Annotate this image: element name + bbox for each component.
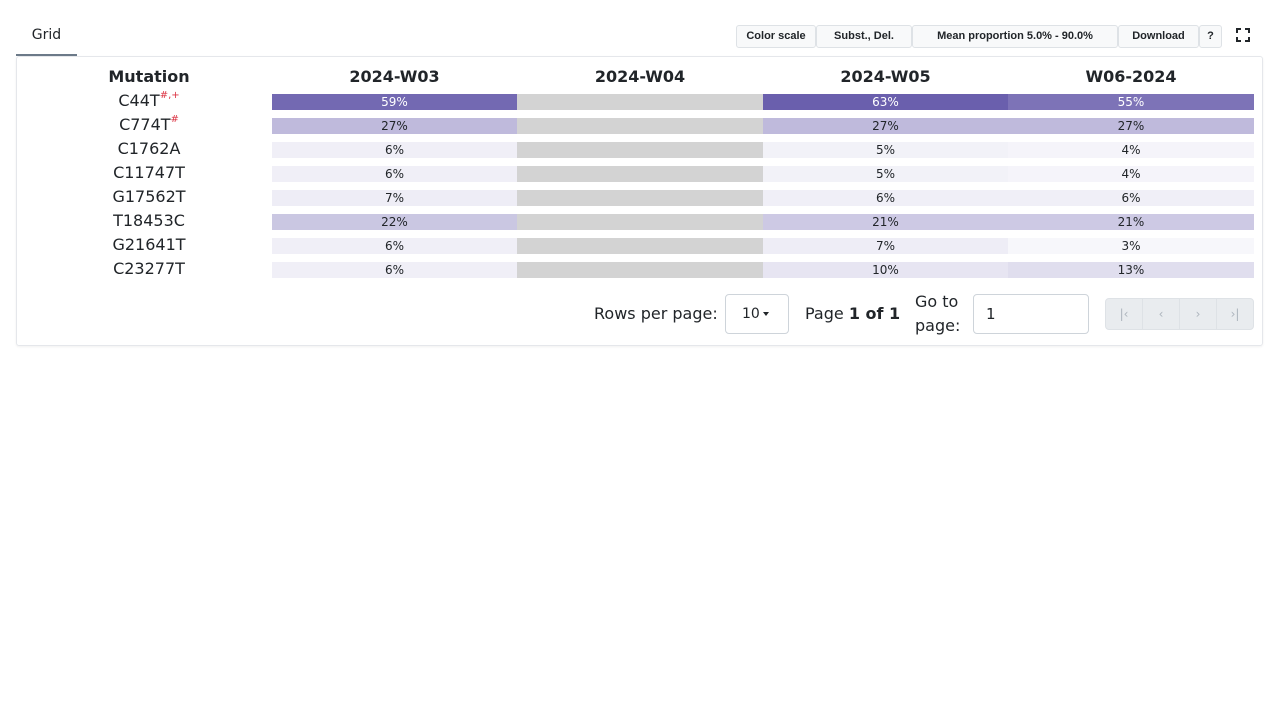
grid-panel [16, 56, 1263, 346]
chevron-down-icon [762, 312, 769, 316]
rows-per-page-select[interactable]: 10 [725, 294, 789, 334]
goto-page-label: Go to page: [915, 292, 961, 335]
page-current: 1 of 1 [848, 304, 901, 323]
mutation-name: C23277T [113, 259, 185, 278]
mutation-name: C774T [119, 115, 171, 134]
page-prefix: Page [805, 304, 844, 323]
proportion-cell[interactable]: 10% [763, 262, 1008, 278]
proportion-cell[interactable]: 6% [272, 142, 517, 158]
proportion-cell[interactable] [517, 142, 763, 158]
proportion-cell[interactable]: 4% [1008, 166, 1254, 182]
previous-page-icon[interactable]: ‹ [1143, 299, 1180, 329]
proportion-cell[interactable]: 27% [272, 118, 517, 134]
mutation-name: G21641T [112, 235, 186, 254]
mutation-name: C11747T [113, 163, 185, 182]
proportion-cell[interactable]: 6% [272, 166, 517, 182]
proportion-cell[interactable]: 27% [763, 118, 1008, 134]
last-page-icon[interactable]: ›| [1230, 307, 1240, 321]
proportion-cell[interactable]: 22% [272, 214, 517, 230]
fullscreen-icon[interactable] [1236, 28, 1250, 42]
help-button[interactable]: ? [1199, 25, 1222, 48]
proportion-cell[interactable]: 3% [1008, 238, 1254, 254]
mutation-label[interactable]: T18453C [26, 209, 272, 233]
mutation-name: T18453C [113, 211, 185, 230]
mutation-label[interactable]: C11747T [26, 161, 272, 185]
proportion-cell[interactable] [517, 262, 763, 278]
color-scale-button[interactable]: Color scale [736, 25, 816, 48]
column-header-mutation: Mutation [108, 67, 190, 86]
proportion-cell[interactable]: 27% [1008, 118, 1254, 134]
proportion-cell[interactable] [517, 94, 763, 110]
goto-page-input[interactable] [973, 294, 1089, 334]
first-page-icon[interactable]: |‹ [1106, 299, 1143, 329]
mean-proportion-button[interactable]: Mean proportion 5.0% - 90.0% [912, 25, 1118, 48]
mutation-label[interactable]: G21641T [26, 233, 272, 257]
mutation-name: C1762A [117, 139, 181, 158]
next-page-icon[interactable]: › [1180, 299, 1217, 329]
mutation-label[interactable]: C44T#,+ [26, 89, 272, 113]
proportion-cell[interactable]: 7% [272, 190, 517, 206]
tab-grid[interactable]: Grid [16, 18, 77, 56]
proportion-cell[interactable]: 21% [763, 214, 1008, 230]
proportion-cell[interactable] [517, 118, 763, 134]
proportion-cell[interactable]: 13% [1008, 262, 1254, 278]
proportion-cell[interactable]: 6% [763, 190, 1008, 206]
column-header-date: 2024-W05 [840, 67, 931, 86]
proportion-cell[interactable] [517, 214, 763, 230]
mutation-label[interactable]: C774T# [26, 113, 272, 137]
download-button[interactable]: Download [1118, 25, 1199, 48]
proportion-cell[interactable]: 5% [763, 166, 1008, 182]
proportion-cell[interactable]: 63% [763, 94, 1008, 110]
proportion-cell[interactable]: 6% [1008, 190, 1254, 206]
proportion-cell[interactable]: 4% [1008, 142, 1254, 158]
column-header-date: W06-2024 [1085, 67, 1177, 86]
column-header-date: 2024-W04 [594, 67, 686, 86]
proportion-cell[interactable]: 6% [272, 262, 517, 278]
toolbar: Color scale Subst., Del. Mean proportion… [736, 25, 1222, 48]
proportion-cell[interactable] [517, 166, 763, 182]
mutation-label[interactable]: C23277T [26, 257, 272, 281]
column-header-date: 2024-W03 [349, 67, 440, 86]
mutation-marks: #,+ [159, 89, 180, 101]
mutation-types-button[interactable]: Subst., Del. [816, 25, 912, 48]
proportion-cell[interactable] [517, 190, 763, 206]
rows-per-page-value: 10 [742, 306, 760, 322]
proportion-cell[interactable]: 59% [272, 94, 517, 110]
page-indicator: Page 1 of 1 [805, 302, 900, 326]
proportion-cell[interactable]: 6% [272, 238, 517, 254]
proportion-cell[interactable]: 7% [763, 238, 1008, 254]
proportion-cell[interactable]: 55% [1008, 94, 1254, 110]
mutation-name: C44T [118, 91, 160, 110]
mutation-label[interactable]: G17562T [26, 185, 272, 209]
rows-per-page-label: Rows per page: [594, 304, 718, 323]
proportion-cell[interactable]: 5% [763, 142, 1008, 158]
mutation-name: G17562T [112, 187, 186, 206]
proportion-cell[interactable]: 21% [1008, 214, 1254, 230]
pagination-nav: |‹ ‹ › ›| [1105, 298, 1254, 330]
proportion-cell[interactable] [517, 238, 763, 254]
mutation-label[interactable]: C1762A [26, 137, 272, 161]
mutation-marks: # [170, 113, 179, 125]
